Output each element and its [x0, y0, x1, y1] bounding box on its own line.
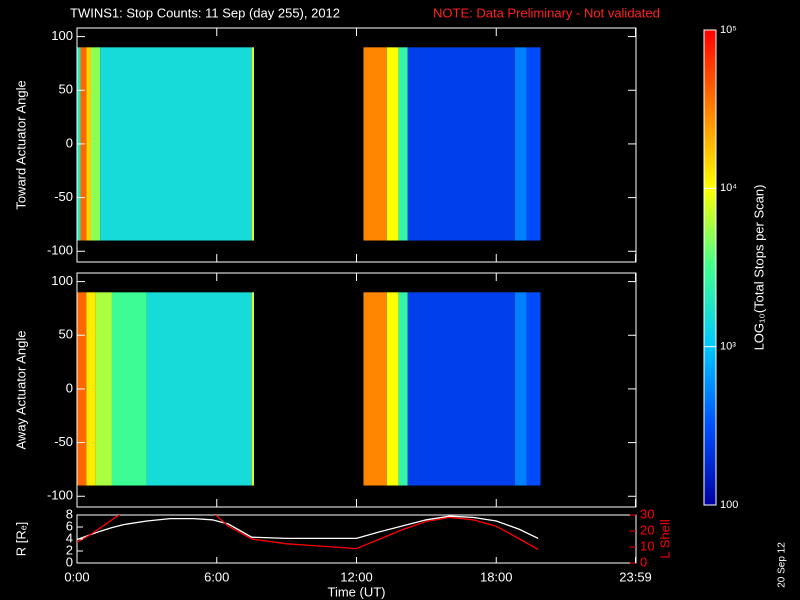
x-tick-label: 6:00 — [204, 569, 229, 584]
x-tick-label: 18:00 — [480, 569, 513, 584]
y-axis-label: Toward Actuator Angle — [13, 80, 28, 209]
y-tick-label: 8 — [66, 506, 73, 521]
y-tick-label: -50 — [54, 434, 73, 449]
note: NOTE: Data Preliminary - Not validated — [433, 5, 660, 20]
heat-cell — [251, 292, 255, 486]
x-tick-label: 12:00 — [340, 569, 373, 584]
y-tick-label: 0 — [66, 135, 73, 150]
heat-cell — [514, 47, 527, 241]
y-tick-label: 50 — [59, 327, 73, 342]
heat-cell — [407, 292, 515, 486]
series-axis-label: L Shell — [657, 519, 672, 558]
y-tick-label: 100 — [51, 273, 73, 288]
heat-cell — [95, 292, 112, 486]
heat-cell — [100, 47, 252, 241]
x-axis-label: Time (UT) — [327, 584, 385, 599]
colorbar — [703, 29, 717, 506]
heat-cell — [526, 292, 541, 486]
x-tick-label: 0:00 — [64, 569, 89, 584]
y-tick-label: 50 — [59, 82, 73, 97]
y-tick-label: 6 — [66, 518, 73, 533]
heat-cell — [398, 292, 408, 486]
heat-cell — [363, 292, 387, 486]
colorbar-label: LOG₁₀(Total Stops per Scan) — [751, 185, 766, 351]
series-line — [77, 515, 539, 550]
y2-tick-label: 10 — [640, 538, 654, 553]
colorbar-tick-label: 10⁴ — [720, 182, 737, 194]
colorbar-tick-label: 10⁵ — [720, 24, 737, 36]
heat-cell — [90, 47, 101, 241]
y-tick-label: 4 — [66, 530, 73, 545]
y2-tick-label: 20 — [640, 522, 654, 537]
colorbar-tick-label: 10³ — [720, 341, 736, 353]
y-tick-label: 2 — [66, 542, 73, 557]
y-tick-label: 0 — [66, 380, 73, 395]
series-axis-label: R [Rₑ] — [13, 522, 28, 556]
heat-cell — [146, 292, 252, 486]
heat-cell — [386, 292, 399, 486]
date-stamp: 20 Sep 12 — [777, 542, 788, 588]
series-line — [77, 515, 539, 541]
title: TWINS1: Stop Counts: 11 Sep (day 255), 2… — [70, 5, 340, 20]
x-tick-label: 23:59 — [619, 569, 652, 584]
heat-cell — [363, 47, 387, 241]
heat-cell — [251, 47, 255, 241]
heat-cell — [86, 292, 96, 486]
y-tick-label: 0 — [66, 554, 73, 569]
y-tick-label: -100 — [47, 243, 73, 258]
heat-cell — [86, 47, 91, 241]
y-tick-label: -100 — [47, 488, 73, 503]
heat-cell — [386, 47, 399, 241]
y2-tick-label: 0 — [640, 554, 647, 569]
heat-cell — [111, 292, 147, 486]
y2-tick-label: 30 — [640, 506, 654, 521]
y-tick-label: 100 — [51, 28, 73, 43]
heat-cell — [407, 47, 515, 241]
heat-cell — [398, 47, 408, 241]
heat-cell — [514, 292, 527, 486]
colorbar-tick-label: 100 — [720, 499, 738, 511]
y-tick-label: -50 — [54, 189, 73, 204]
y-axis-label: Away Actuator Angle — [13, 330, 28, 449]
heat-cell — [526, 47, 541, 241]
